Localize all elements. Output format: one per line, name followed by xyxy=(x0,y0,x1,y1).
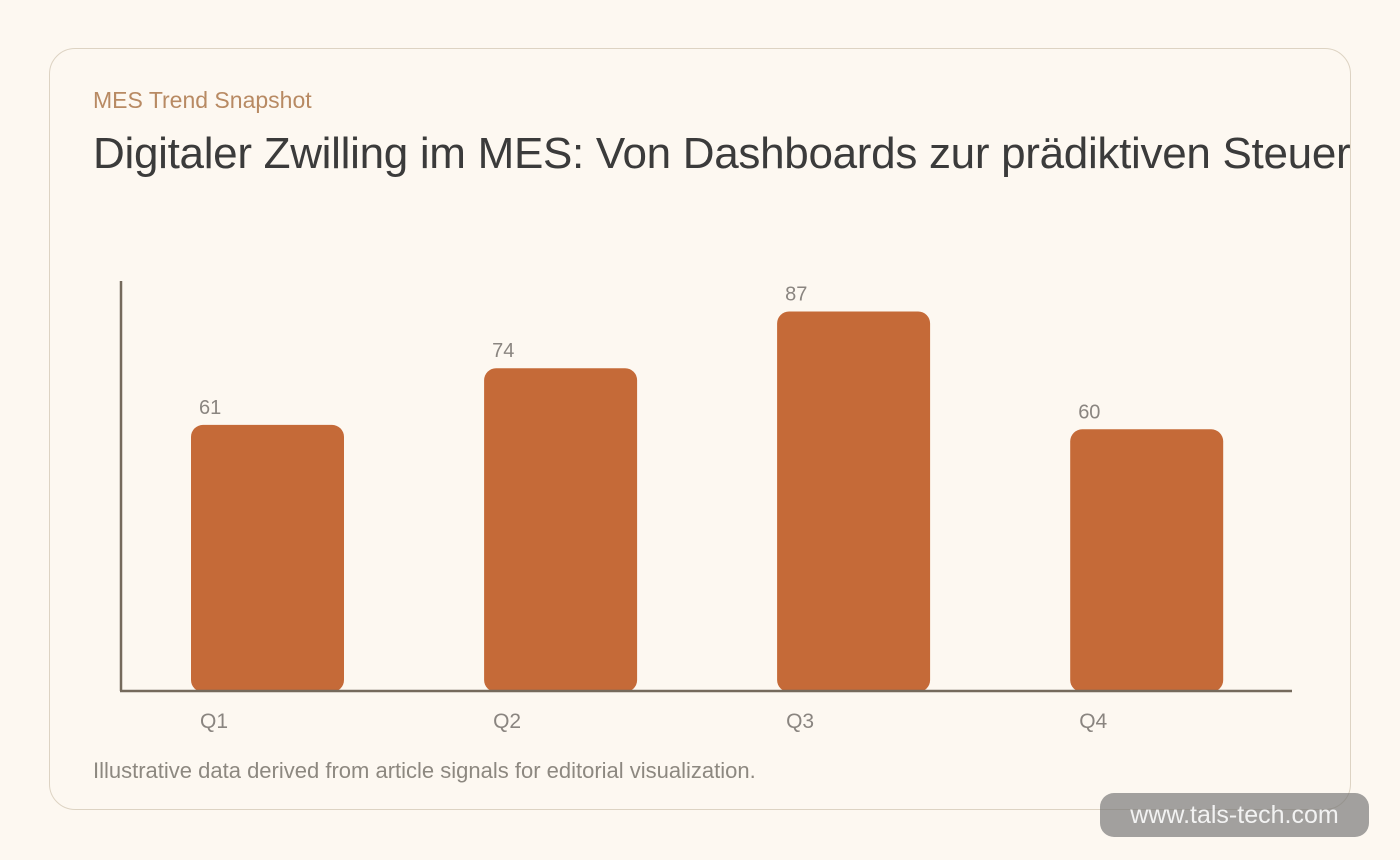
chart-kicker: MES Trend Snapshot xyxy=(93,87,312,113)
watermark-badge: www.tals-tech.com xyxy=(1100,793,1369,837)
category-label-q4: Q4 xyxy=(1079,710,1107,733)
value-label-q2: 74 xyxy=(492,340,514,362)
chart-caption: Illustrative data derived from article s… xyxy=(93,758,756,783)
chart-title: Digitaler Zwilling im MES: Von Dashboard… xyxy=(93,129,1351,178)
bars-layer xyxy=(191,311,1224,692)
value-label-q1: 61 xyxy=(199,397,221,419)
bar-q4 xyxy=(1070,429,1224,692)
value-label-q3: 87 xyxy=(785,284,807,306)
category-label-q1: Q1 xyxy=(200,710,228,733)
bar-q1 xyxy=(191,424,344,692)
value-label-q4: 60 xyxy=(1078,401,1100,423)
chart-card: MES Trend Snapshot Digitaler Zwilling im… xyxy=(49,48,1351,810)
category-label-q2: Q2 xyxy=(493,710,521,733)
bar-chart: 61 Q1 74 Q2 87 Q3 60 Q4 xyxy=(119,281,1292,734)
bar-q2 xyxy=(484,368,638,692)
category-label-q3: Q3 xyxy=(786,710,814,733)
bar-q3 xyxy=(777,311,931,692)
labels-layer: 61 Q1 74 Q2 87 Q3 60 Q4 xyxy=(199,284,1108,734)
